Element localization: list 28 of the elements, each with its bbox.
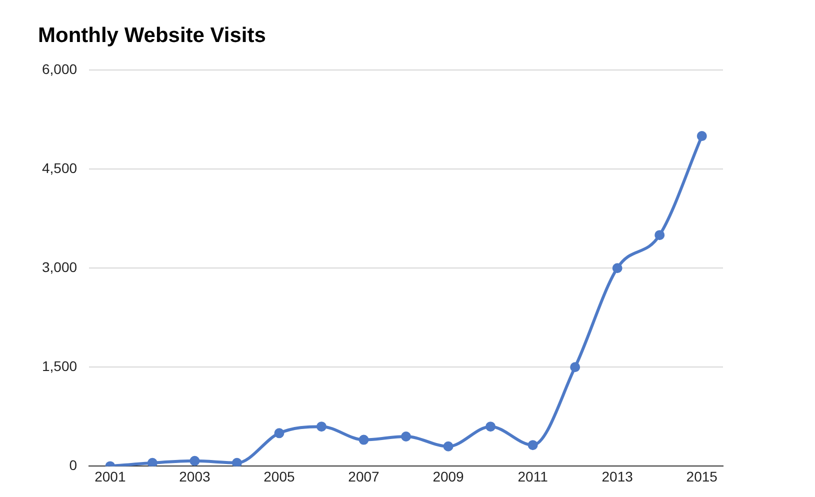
point [232,458,242,466]
x-tick-label: 2009 [432,468,464,484]
x-tick-label: 2011 [518,468,548,484]
point [528,440,538,450]
x-tick-label: 2007 [348,468,380,484]
x-tick-label: 2015 [686,468,718,484]
chart-title: Monthly Website Visits [38,24,266,48]
x-tick-label: 2001 [94,468,126,484]
point [612,263,622,274]
y-tick-label: 1,500 [42,358,78,374]
x-tick-label: 2013 [602,468,634,484]
x-tick-label: 2003 [179,468,210,484]
point [654,230,665,240]
x-tick-label: 2005 [264,468,296,484]
y-tick-label: 6,000 [42,60,78,77]
y-tick-label: 3,000 [42,258,78,275]
point [570,362,580,372]
point [147,458,158,466]
y-tick-label: 4,500 [42,160,78,176]
y-tick-label: 0 [69,457,78,474]
point [274,428,284,438]
point [358,434,369,445]
point [316,422,326,432]
point [190,456,200,466]
point [696,131,707,142]
point [401,431,412,442]
point [486,422,496,432]
point [443,441,454,452]
